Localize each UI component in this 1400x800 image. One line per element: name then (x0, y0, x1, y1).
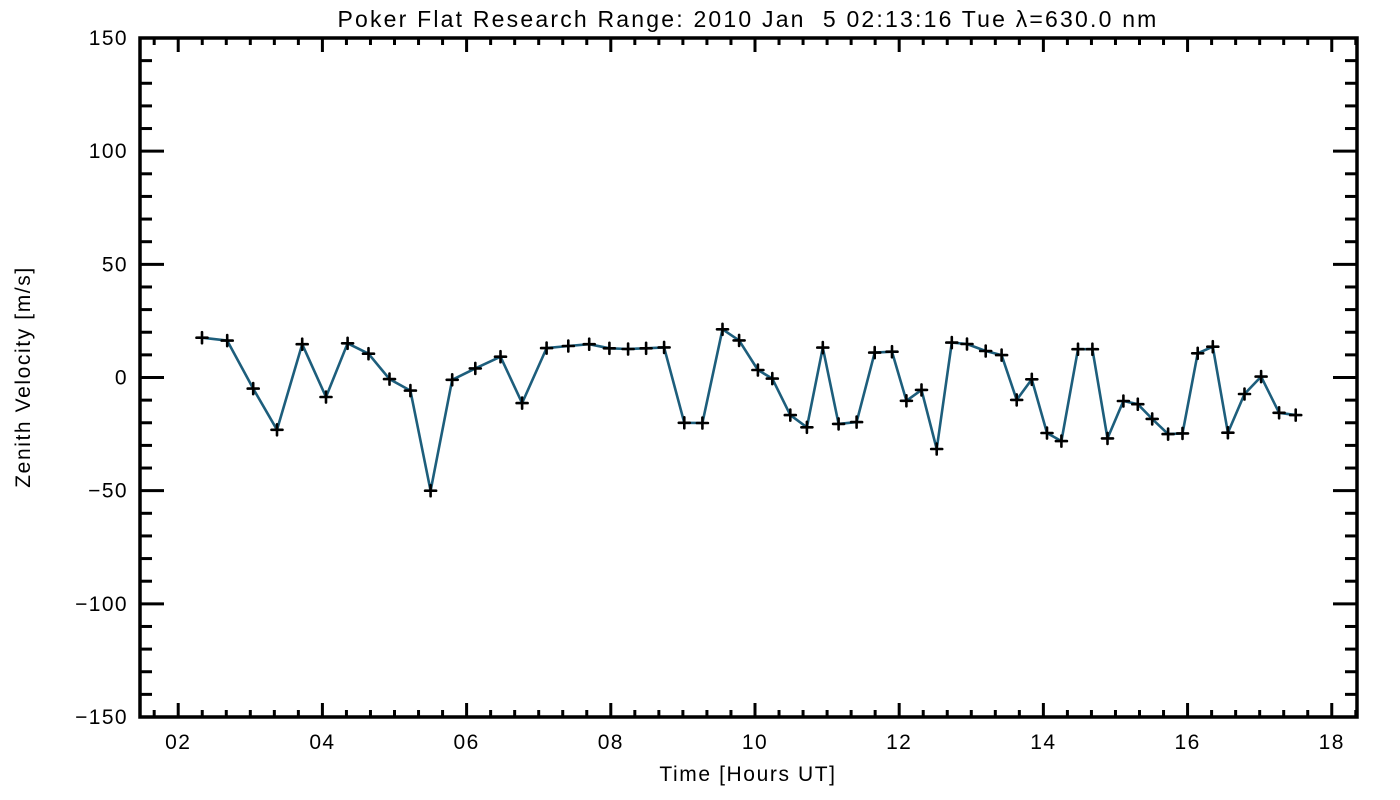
data-point-marker (994, 348, 1009, 362)
data-point-marker (1100, 431, 1115, 446)
data-point-marker (602, 341, 617, 356)
x-tick-label: 02 (165, 731, 191, 754)
data-point-marker (1190, 346, 1205, 361)
data-point-marker (1071, 342, 1085, 356)
y-tick-label: −150 (75, 706, 128, 729)
data-point-marker (493, 349, 508, 364)
data-point-marker (914, 383, 929, 397)
data-point-marker (1206, 339, 1220, 354)
data-point-marker (899, 394, 914, 408)
data-point-marker (319, 390, 333, 404)
y-axis-label: Zenith Velocity [m/s] (12, 266, 35, 488)
data-point-marker (765, 371, 780, 386)
data-point-marker (1085, 342, 1100, 356)
data-point-marker (831, 417, 846, 431)
data-point-marker (639, 341, 653, 356)
data-point-marker (1175, 426, 1190, 441)
data-point-marker (1025, 372, 1039, 387)
data-point-marker (751, 363, 765, 377)
data-point-marker (1131, 397, 1145, 411)
data-point-marker (783, 408, 798, 422)
data-point-marker (1040, 426, 1054, 440)
data-point-marker (1272, 406, 1286, 420)
data-point-marker (929, 442, 944, 456)
data-point-marker (816, 340, 830, 355)
data-point-marker (382, 372, 397, 386)
data-point-marker (403, 383, 418, 398)
data-point-marker (715, 322, 730, 337)
data-point-marker (561, 339, 576, 353)
chart-title: Poker Flat Research Range: 2010 Jan 5 02… (337, 6, 1158, 32)
data-point-marker (1288, 408, 1303, 422)
axes-layer: 02 04 06 08 10 12 14 16 18 150 100 50 0 −50 −100 −150 (75, 27, 1359, 754)
x-tick-label: 08 (598, 731, 624, 754)
y-tick-label: 50 (102, 253, 128, 276)
x-tick-label: 04 (309, 731, 335, 754)
data-layer (195, 322, 1303, 498)
data-point-marker (270, 423, 284, 437)
data-point-marker (677, 416, 692, 430)
data-point-marker (885, 344, 899, 359)
data-point-marker (800, 420, 814, 435)
data-point-marker (657, 340, 671, 355)
data-point-marker (867, 345, 882, 360)
data-point-marker (1254, 369, 1268, 384)
data-point-marker (295, 337, 309, 351)
x-tick-label: 10 (742, 731, 768, 754)
plot-frame (138, 36, 1359, 719)
x-tick-label: 06 (454, 731, 480, 754)
data-point-marker (1009, 393, 1024, 407)
data-point-marker (340, 336, 355, 351)
x-tick-label: 16 (1174, 731, 1200, 754)
data-point-marker (978, 344, 993, 358)
data-point-marker (246, 381, 260, 396)
data-point-marker (1221, 425, 1235, 440)
data-point-marker (621, 342, 635, 356)
data-point-marker (361, 346, 376, 361)
data-point-marker (1116, 394, 1131, 408)
data-point-marker (960, 337, 974, 351)
y-tick-label: 100 (89, 140, 128, 163)
data-point-marker (849, 415, 864, 429)
data-point-marker (1161, 427, 1175, 441)
data-point-marker (1054, 434, 1069, 448)
y-tick-label: 150 (89, 27, 128, 50)
data-point-marker (1237, 387, 1252, 401)
y-tick-label: 0 (115, 367, 128, 390)
data-point-marker (695, 416, 710, 430)
data-point-marker (582, 337, 596, 351)
y-tick-label: −50 (88, 480, 128, 503)
data-point-marker (423, 483, 438, 498)
data-point-marker (945, 335, 959, 350)
data-point-marker (1145, 412, 1159, 426)
x-tick-label: 14 (1030, 731, 1056, 754)
data-point-marker (515, 396, 529, 410)
data-point-marker (539, 341, 554, 355)
data-point-marker (445, 373, 459, 387)
data-point-marker (195, 330, 209, 345)
data-point-marker (732, 333, 746, 348)
x-tick-label: 12 (886, 731, 912, 754)
x-axis-label: Time [Hours UT] (659, 763, 836, 786)
x-tick-label: 18 (1319, 731, 1345, 754)
y-tick-label: −100 (75, 593, 128, 616)
data-point-marker (220, 333, 234, 348)
data-point-marker (468, 361, 483, 376)
